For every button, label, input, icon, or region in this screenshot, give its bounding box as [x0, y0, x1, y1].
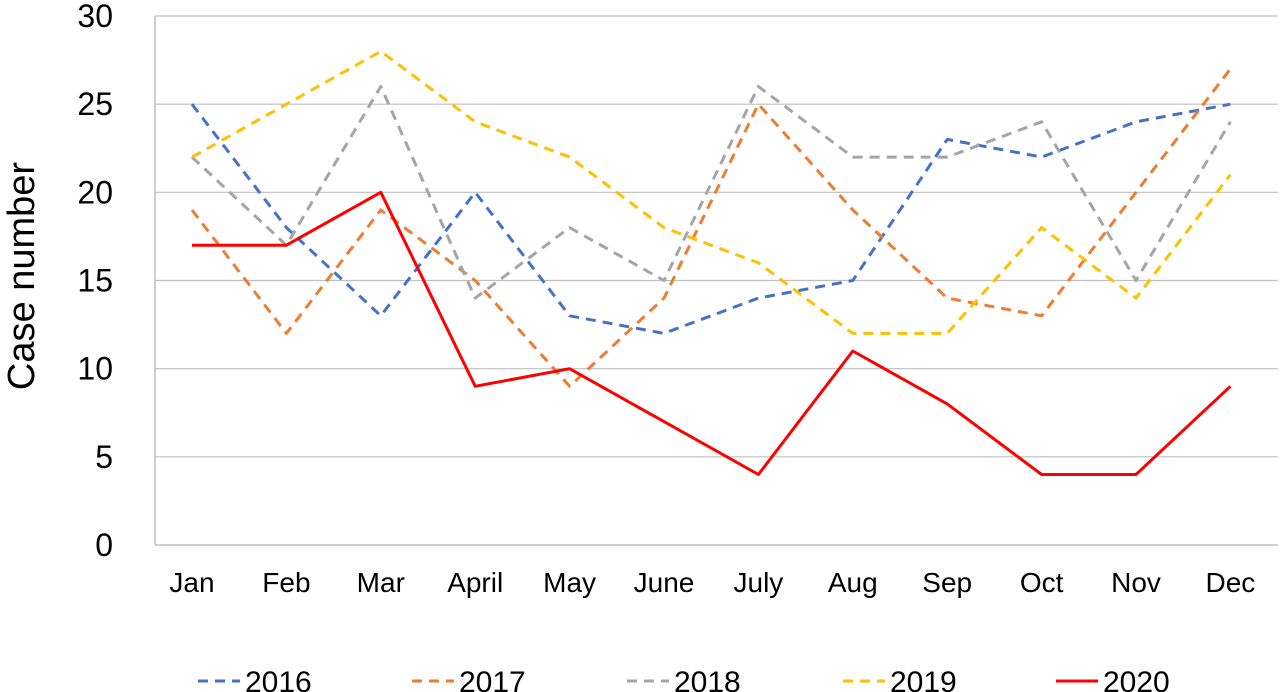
- x-tick-label: Dec: [1206, 567, 1256, 598]
- legend-label: 2017: [459, 666, 526, 692]
- legend-label: 2016: [245, 666, 312, 692]
- x-tick-label: Mar: [357, 567, 405, 598]
- series-line-2020: [192, 190, 1232, 476]
- x-tick-label: April: [447, 567, 503, 598]
- series-line-2018: [190, 85, 1232, 300]
- x-tick-label: Feb: [262, 567, 310, 598]
- y-tick-labels: 0 5 10 15 20 25 30: [77, 0, 113, 563]
- legend-label: 2020: [1103, 666, 1170, 692]
- x-tick-labels: Jan Feb Mar April May June July Aug Sep Oct Nov Dec: [169, 567, 1255, 598]
- x-tick-label: Oct: [1020, 567, 1064, 598]
- series-line-2019: [191, 49, 1232, 335]
- x-tick-label: Nov: [1111, 567, 1161, 598]
- axes: [154, 16, 1278, 546]
- y-axis-title: Case number: [1, 162, 43, 390]
- y-tick-label: 5: [95, 439, 113, 475]
- series-lines: [190, 49, 1232, 476]
- y-tick-label: 25: [77, 86, 113, 122]
- y-tick-label: 15: [77, 263, 113, 299]
- x-tick-label: Aug: [828, 567, 878, 598]
- y-tick-label: 20: [77, 174, 113, 210]
- x-tick-label: Jan: [169, 567, 214, 598]
- x-tick-label: June: [634, 567, 695, 598]
- x-tick-label: May: [543, 567, 596, 598]
- y-tick-label: 10: [77, 351, 113, 387]
- gridlines: [155, 15, 1278, 458]
- legend-label: 2018: [674, 666, 741, 692]
- x-tick-label: Sep: [922, 567, 972, 598]
- legend: 2016 2017 2018 2019 2020: [198, 666, 1170, 692]
- legend-label: 2019: [890, 666, 957, 692]
- series-line-2017: [190, 67, 1232, 388]
- y-tick-label: 0: [95, 527, 113, 563]
- series-line-2016: [190, 102, 1231, 335]
- y-tick-label: 30: [77, 0, 113, 34]
- x-tick-label: July: [734, 567, 784, 598]
